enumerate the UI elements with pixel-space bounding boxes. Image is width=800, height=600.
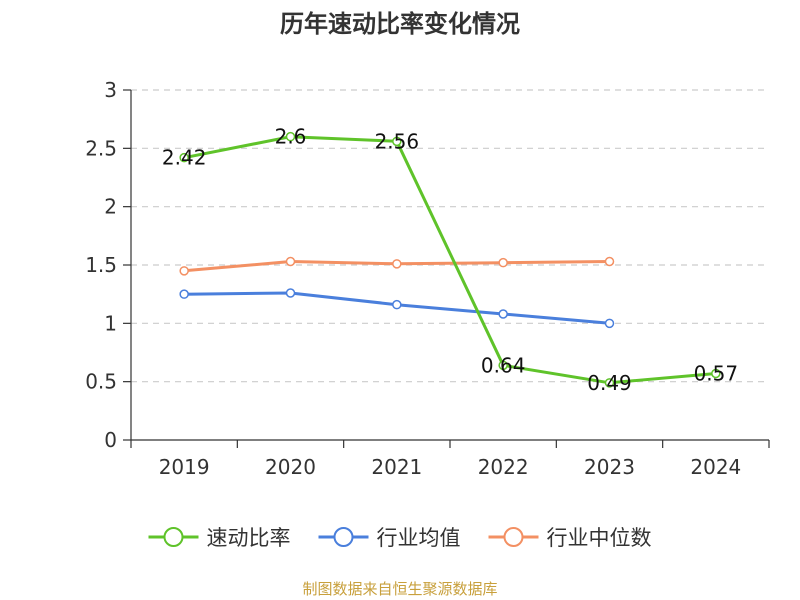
data-point xyxy=(285,131,296,142)
gridlines xyxy=(131,89,769,383)
y-tick-label: 0 xyxy=(104,428,117,452)
data-point xyxy=(604,378,615,388)
y-tick-label: 1 xyxy=(104,311,117,335)
legend-item[interactable]: 速动比率 xyxy=(148,526,291,550)
y-tick-label: 2.5 xyxy=(85,136,117,160)
data-point xyxy=(498,257,508,268)
data-labels: 2.42 2.6 2.56 0.64 0.49 0.57 xyxy=(162,125,738,395)
legend-item[interactable]: 行业中位数 xyxy=(488,526,652,550)
data-point xyxy=(498,360,508,371)
y-tick-label: 3 xyxy=(104,78,117,102)
data-label: 2.6 xyxy=(275,125,307,149)
legend-swatch-marker xyxy=(163,527,184,547)
axes: 0 0.5 1 1.5 2 2.5 3 2019 2020 2021 2022 2023 2024 xyxy=(85,78,770,479)
y-tick-label: 0.5 xyxy=(85,370,117,394)
data-point xyxy=(179,152,189,163)
legend-label: 行业均值 xyxy=(377,526,461,550)
legend-swatch-marker xyxy=(333,527,354,547)
legend-label: 行业中位数 xyxy=(547,526,652,550)
data-point xyxy=(285,256,296,267)
data-point xyxy=(179,266,189,276)
data-point xyxy=(711,368,721,379)
data-label: 2.56 xyxy=(375,129,420,153)
x-tick-label: 2020 xyxy=(265,455,316,479)
legend[interactable]: 速动比率 行业均值 行业中位数 xyxy=(148,526,652,550)
data-point xyxy=(498,309,508,319)
x-tick-label: 2024 xyxy=(690,455,741,479)
data-point xyxy=(392,259,402,269)
data-point xyxy=(179,289,189,299)
series-line-0 xyxy=(183,135,716,385)
data-point xyxy=(285,288,296,298)
data-label: 0.57 xyxy=(694,362,739,386)
y-tick-label: 2 xyxy=(104,195,117,219)
x-tick-label: 2022 xyxy=(478,455,529,479)
y-tick-label: 1.5 xyxy=(85,253,117,277)
data-label: 0.64 xyxy=(481,353,526,377)
series-lines xyxy=(179,131,721,388)
legend-item[interactable]: 行业均值 xyxy=(318,526,461,550)
data-label: 0.49 xyxy=(587,371,632,395)
data-point xyxy=(604,318,615,329)
data-point xyxy=(392,299,402,310)
x-tick-label: 2021 xyxy=(371,455,422,479)
data-point xyxy=(604,256,615,267)
data-label: 2.42 xyxy=(162,146,207,170)
legend-swatch-marker xyxy=(503,527,524,547)
data-point xyxy=(392,136,402,147)
source-note: 制图数据来自恒生聚源数据库 xyxy=(302,580,498,598)
x-tick-label: 2023 xyxy=(584,455,635,479)
chart-title: 历年速动比率变化情况 xyxy=(280,10,520,38)
x-tick-label: 2019 xyxy=(159,455,210,479)
legend-label: 速动比率 xyxy=(207,526,291,550)
